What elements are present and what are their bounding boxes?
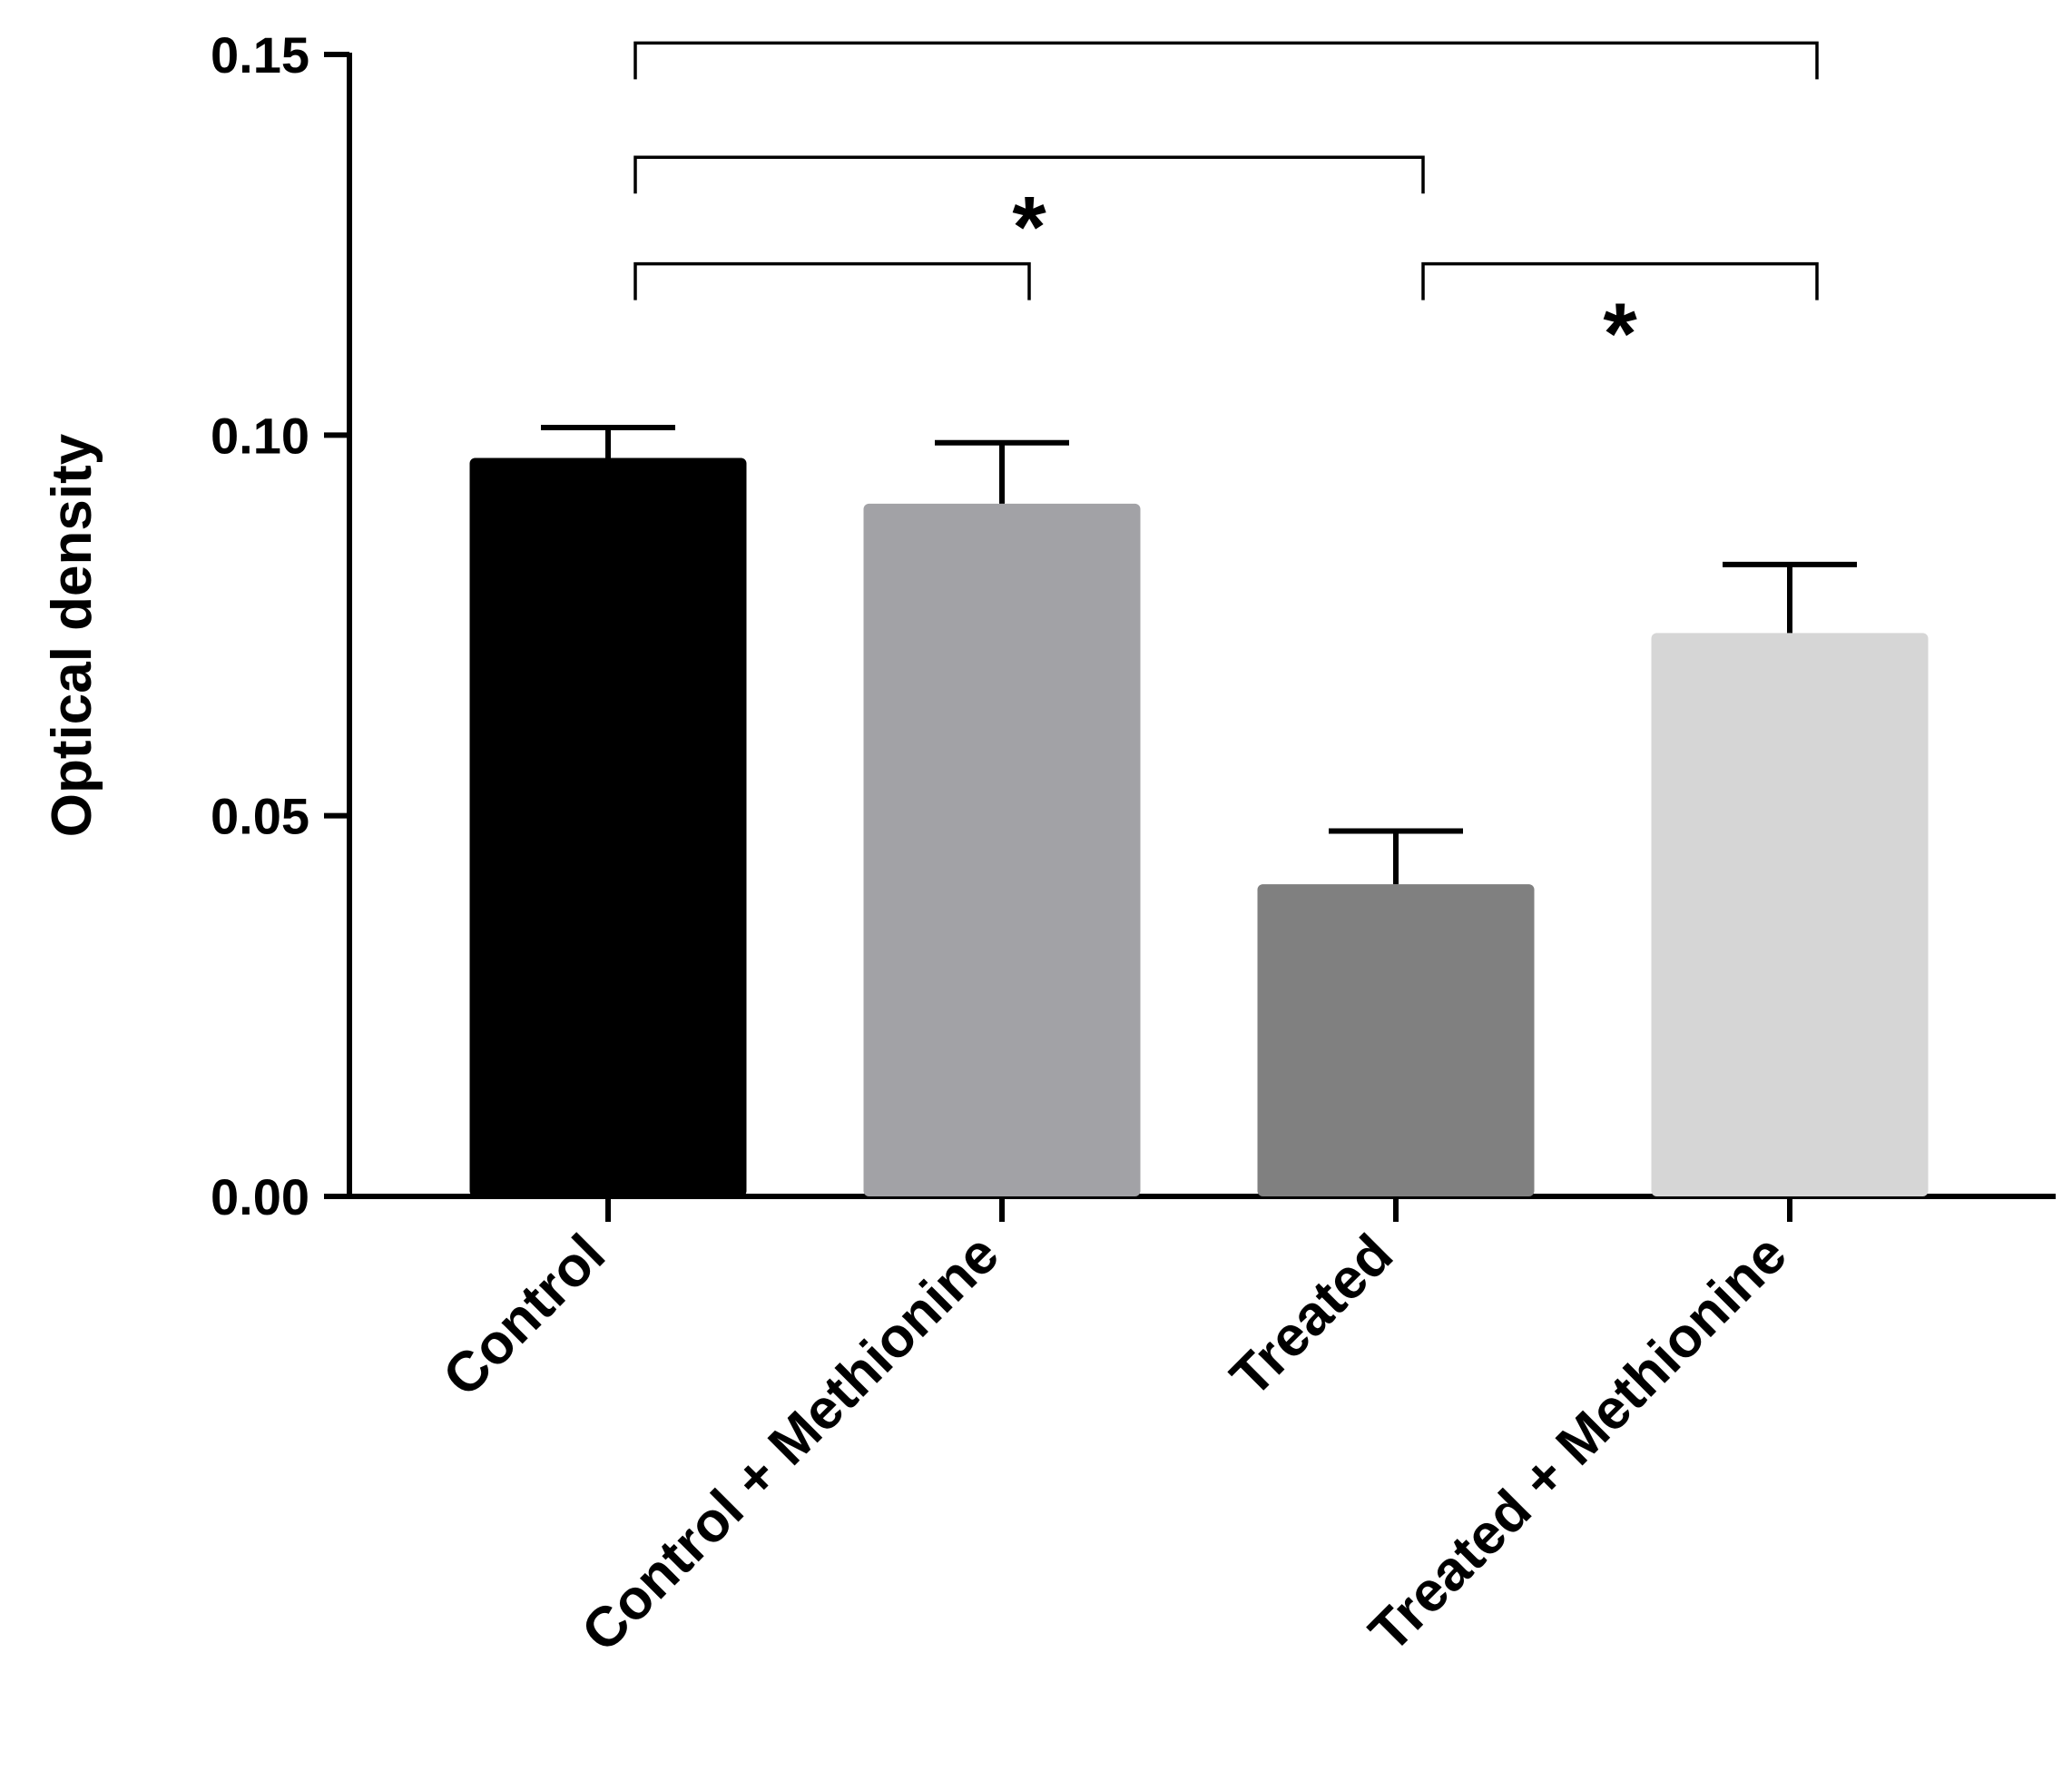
y-tick-label: 0.15	[211, 26, 309, 84]
x-tick-label: Treated + Methionine	[1358, 1223, 1799, 1664]
y-tick-label: 0.10	[211, 407, 309, 464]
bar-control-methionine	[863, 503, 1141, 1196]
y-tick-label: 0.00	[211, 1168, 309, 1225]
y-tick-label: 0.05	[211, 788, 309, 845]
bar-control	[469, 458, 747, 1196]
significance-star: *	[1012, 179, 1046, 276]
x-tick-label: Treated	[1219, 1223, 1405, 1409]
significance-bracket	[633, 155, 1425, 194]
significance-brackets	[633, 41, 1819, 300]
x-tick-label: Control + Methionine	[570, 1223, 1011, 1664]
significance-bracket	[633, 41, 1819, 80]
bar-treated-methionine	[1651, 633, 1929, 1196]
significance-star: *	[1603, 286, 1637, 383]
y-axis-title: Optical density	[41, 433, 103, 837]
bar-treated	[1257, 884, 1535, 1196]
bars	[469, 458, 1929, 1196]
x-tick-label: Control	[431, 1223, 617, 1409]
significance-bracket	[633, 261, 1031, 300]
significance-bracket	[1421, 261, 1819, 300]
error-bars	[541, 424, 1857, 885]
